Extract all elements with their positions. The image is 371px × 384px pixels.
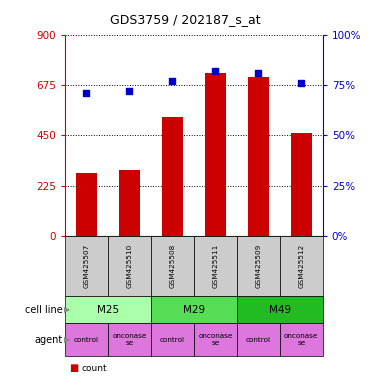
Text: cell line: cell line bbox=[25, 305, 63, 314]
Text: GSM425511: GSM425511 bbox=[212, 244, 219, 288]
Text: onconase
se: onconase se bbox=[112, 333, 147, 346]
Bar bbox=[290, 133, 312, 236]
Text: ▶: ▶ bbox=[64, 335, 71, 344]
Point bbox=[255, 70, 261, 76]
Point bbox=[212, 68, 218, 74]
Text: M25: M25 bbox=[97, 305, 119, 314]
Point bbox=[298, 80, 304, 86]
Text: ■: ■ bbox=[69, 363, 78, 373]
Bar bbox=[76, 174, 97, 236]
Text: GSM425508: GSM425508 bbox=[169, 244, 175, 288]
Text: onconase
se: onconase se bbox=[284, 333, 318, 346]
Text: control: control bbox=[160, 337, 185, 343]
Text: onconase
se: onconase se bbox=[198, 333, 233, 346]
Text: control: control bbox=[246, 337, 271, 343]
Bar bbox=[162, 118, 183, 236]
Text: GDS3759 / 202187_s_at: GDS3759 / 202187_s_at bbox=[110, 13, 261, 26]
Text: ■: ■ bbox=[69, 383, 78, 384]
Text: control: control bbox=[74, 337, 99, 343]
Text: GSM425510: GSM425510 bbox=[127, 244, 132, 288]
Text: M29: M29 bbox=[183, 305, 205, 314]
Point bbox=[127, 88, 132, 94]
Text: M49: M49 bbox=[269, 305, 291, 314]
Text: GSM425512: GSM425512 bbox=[298, 244, 304, 288]
Bar bbox=[204, 73, 226, 236]
Text: GSM425509: GSM425509 bbox=[255, 244, 261, 288]
Point bbox=[170, 78, 175, 84]
Bar bbox=[119, 170, 140, 236]
Text: count: count bbox=[82, 364, 107, 373]
Text: ▶: ▶ bbox=[64, 305, 71, 314]
Point bbox=[83, 90, 89, 96]
Text: agent: agent bbox=[35, 334, 63, 345]
Text: GSM425507: GSM425507 bbox=[83, 244, 89, 288]
Bar bbox=[247, 77, 269, 236]
